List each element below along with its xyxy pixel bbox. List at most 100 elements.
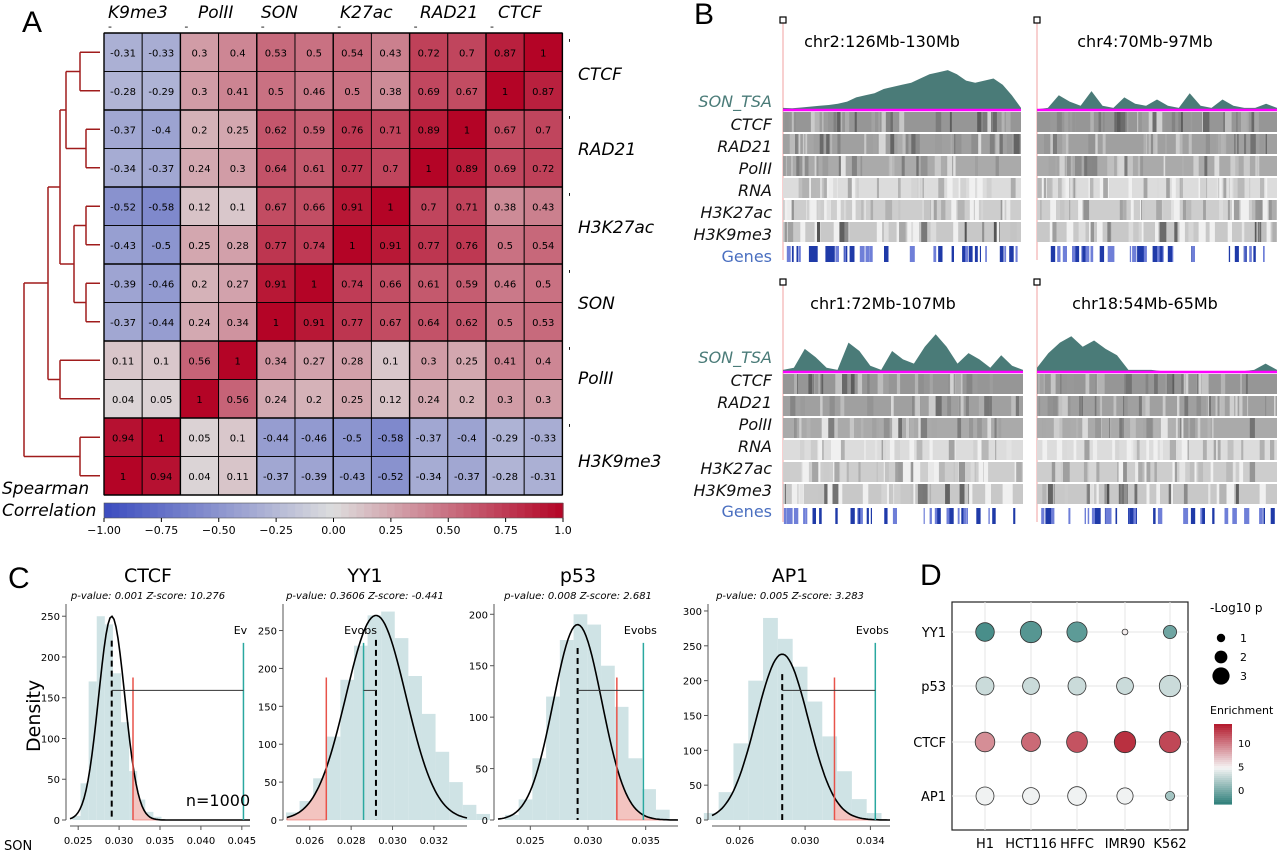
signal-bar xyxy=(898,462,903,482)
signal-bar xyxy=(796,156,800,176)
colorbar-tick-label: 0.25 xyxy=(379,524,404,537)
signal-bar xyxy=(1142,418,1149,438)
heatmap-cell-value: 0.74 xyxy=(303,241,325,252)
signal-bar xyxy=(1095,418,1102,438)
heatmap-cell xyxy=(332,456,372,496)
signal-bar xyxy=(810,112,818,132)
heatmap-cell-value: -0.44 xyxy=(148,318,174,329)
x-tick-label: 0.030 xyxy=(105,836,134,847)
signal-bar xyxy=(849,112,851,132)
signal-bar xyxy=(1062,396,1068,416)
signal-bar xyxy=(793,200,797,220)
signal-bar xyxy=(840,462,847,482)
signal-bar xyxy=(1060,374,1062,394)
signal-bar xyxy=(971,134,979,154)
heatmap-cell-value: 0.77 xyxy=(341,318,363,329)
signal-bar xyxy=(1232,200,1236,220)
gene-bar xyxy=(798,246,801,262)
signal-bar xyxy=(1087,156,1093,176)
heatmap-cell-value: 0.54 xyxy=(341,48,363,59)
signal-bar xyxy=(787,200,791,220)
signal-bar xyxy=(1141,222,1144,242)
signal-bar xyxy=(1130,200,1134,220)
signal-bar xyxy=(916,156,919,176)
signal-bar xyxy=(883,374,889,394)
heatmap-cell-value: 0.77 xyxy=(341,164,363,175)
color-legend-step xyxy=(1214,780,1232,783)
signal-bar xyxy=(978,462,983,482)
signal-bar xyxy=(966,374,974,394)
signal-bar xyxy=(832,484,839,504)
signal-bar xyxy=(1216,440,1218,460)
p-value-tail-area xyxy=(286,767,327,821)
signal-bar xyxy=(1006,134,1012,154)
signal-bar xyxy=(1008,484,1012,504)
color-legend-step xyxy=(1214,736,1232,739)
enrichment-dot xyxy=(975,676,995,696)
colorbar-step xyxy=(394,503,403,518)
genome-region-block: chr1:72Mb-107Mb xyxy=(779,278,1023,524)
size-legend-label: 2 xyxy=(1240,651,1247,664)
panel-d-enrichment-dotplot: YY1 p53 CTCF AP1 H1 HCT116 HFFC IMR90 K562 -Log10… xyxy=(913,601,1274,852)
signal-track xyxy=(1037,156,1277,176)
gene-bar xyxy=(858,508,861,524)
histogram-bar xyxy=(601,665,615,820)
colorbar-title-line1: Spearman xyxy=(2,479,89,499)
enrichment-dot xyxy=(1021,732,1041,752)
signal-bar xyxy=(989,374,993,394)
signal-bar xyxy=(989,396,992,416)
signal-bar xyxy=(1198,462,1204,482)
colorbar-step xyxy=(509,503,518,518)
y-tick-label: 150 xyxy=(683,711,702,722)
heatmap-cell xyxy=(332,417,372,457)
signal-bar xyxy=(954,134,956,154)
heatmap-cell xyxy=(332,379,372,419)
heatmap-cell-value: 0.28 xyxy=(341,356,363,367)
signal-bar xyxy=(1183,418,1189,438)
y-tick-label: 50 xyxy=(264,778,277,789)
colorbar-step xyxy=(195,503,205,518)
colorbar-step xyxy=(302,503,312,518)
color-legend-step xyxy=(1214,786,1232,789)
heatmap-cell-value: 0.24 xyxy=(418,395,440,406)
signal-bar xyxy=(1138,396,1142,416)
signal-bar xyxy=(977,418,982,438)
signal-bar xyxy=(822,178,825,198)
signal-bar xyxy=(1146,440,1150,460)
signal-bar xyxy=(1078,200,1083,220)
signal-bar xyxy=(786,156,792,176)
signal-bar xyxy=(1257,156,1260,176)
signal-bar xyxy=(975,200,979,220)
signal-bar xyxy=(1196,396,1202,416)
signal-bar xyxy=(1162,112,1166,132)
heatmap-cell-value: 0.71 xyxy=(456,202,478,213)
signal-bar xyxy=(874,440,878,460)
signal-bar xyxy=(857,374,863,394)
colorbar-tick-label: 0.00 xyxy=(321,524,346,537)
heatmap-cell xyxy=(370,379,411,419)
signal-bar xyxy=(877,374,884,394)
signal-bar xyxy=(892,418,899,438)
signal-bar xyxy=(1057,112,1062,132)
histogram-bar xyxy=(462,804,477,820)
heatmap-cell xyxy=(218,263,258,303)
signal-bar xyxy=(1096,462,1100,482)
signal-bar xyxy=(1210,178,1216,198)
track-label: H3K9me3 xyxy=(694,225,773,244)
dotplot-col-label: H1 xyxy=(976,837,994,852)
heatmap-cell xyxy=(447,71,487,111)
color-legend-step xyxy=(1214,794,1232,797)
signal-bar xyxy=(826,134,830,154)
signal-bar xyxy=(959,374,963,394)
signal-bar xyxy=(829,396,835,416)
heatmap-cell xyxy=(141,32,181,72)
heatmap-cells: -0.31 -0.33 0.3 0.4 0.53 0.5 0.54 0.43 0.72 0.7 0.… xyxy=(103,32,564,496)
signal-bar xyxy=(1091,156,1098,176)
histogram-bar xyxy=(777,638,793,820)
x-tick-label: 0.030 xyxy=(378,836,407,847)
signal-bar xyxy=(1075,156,1082,176)
signal-bar xyxy=(1097,374,1105,394)
signal-bar xyxy=(1187,440,1189,460)
signal-bar xyxy=(1136,440,1140,460)
colorbar-step xyxy=(448,503,457,518)
